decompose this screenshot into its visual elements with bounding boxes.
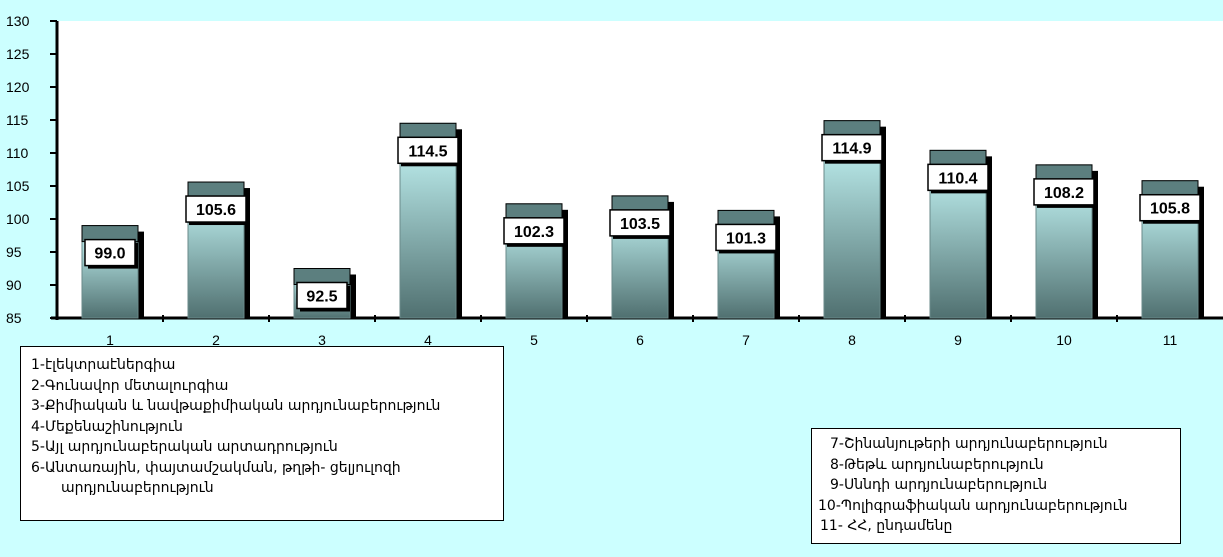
data-label-box xyxy=(397,136,459,165)
x-tick-label: 11 xyxy=(1163,332,1178,348)
data-label: 110.4 xyxy=(938,170,977,187)
legend-item: 4-Մեքենաշինություն xyxy=(31,418,183,435)
data-label-box xyxy=(1033,178,1095,206)
data-label-box xyxy=(1139,193,1201,222)
data-label: 103.5 xyxy=(620,216,660,233)
x-tick-label: 2 xyxy=(212,332,220,348)
y-tick-label: 85 xyxy=(6,310,22,326)
data-label-box xyxy=(296,281,348,310)
data-label-box xyxy=(715,223,777,252)
data-label-box xyxy=(927,163,989,192)
legend-item: 6-Անտառային, փայտամշակման, թղթի- ցելյուլ… xyxy=(31,459,401,476)
x-tick-label: 5 xyxy=(530,332,538,348)
data-label-box xyxy=(503,217,565,245)
y-tick-label: 130 xyxy=(6,13,30,29)
x-tick-label: 3 xyxy=(318,332,326,348)
legend-item: 8-Թեթև արդյունաբերություն xyxy=(830,456,1044,473)
x-tick-label: 7 xyxy=(742,332,750,348)
legend-item: 10-Պոլիգրաֆիական արդյունաբերություն xyxy=(818,497,1128,514)
data-label: 114.9 xyxy=(832,141,871,158)
y-tick-label: 100 xyxy=(6,211,30,227)
data-label: 92.5 xyxy=(306,289,337,306)
x-tick-label: 9 xyxy=(954,332,962,348)
legend-item: արդյունաբերություն xyxy=(61,480,214,496)
y-tick-label: 115 xyxy=(6,112,29,128)
x-tick-label: 6 xyxy=(636,332,644,348)
legend-right: 7-Շինանյութերի արդյունաբերություն 8-Թեթև… xyxy=(811,428,1181,544)
x-tick-label: 8 xyxy=(848,332,856,348)
legend-item: 5-Այլ արդյունաբերական արտադրություն xyxy=(31,439,338,455)
y-tick-label: 125 xyxy=(6,46,30,62)
x-tick-label: 1 xyxy=(106,332,114,348)
x-tick-label: 4 xyxy=(424,332,432,348)
data-label: 101.3 xyxy=(726,230,766,247)
data-label-box xyxy=(609,209,671,237)
y-tick-label: 90 xyxy=(6,277,22,293)
legend-item: 9-Սննդի արդյունաբերություն xyxy=(830,477,1048,493)
legend-left: 1-էլեկտրաէներգիա 2-Գունավոր մետալուրգիա … xyxy=(20,346,504,521)
y-tick-label: 120 xyxy=(6,79,30,95)
y-tick-label: 105 xyxy=(6,178,30,194)
data-label: 114.5 xyxy=(408,143,447,160)
data-label: 99.0 xyxy=(94,246,125,263)
y-tick-label: 110 xyxy=(6,145,29,161)
data-label: 105.8 xyxy=(1150,201,1190,218)
data-label-box xyxy=(821,133,883,162)
legend-item: 3-Քիմիական և նավթաքիմիական արդյունաբերու… xyxy=(31,398,441,414)
legend-item: 11- ՀՀ, ընդամենը xyxy=(820,518,953,534)
data-label-box xyxy=(185,195,247,223)
data-label: 108.2 xyxy=(1044,185,1084,202)
y-tick-label: 95 xyxy=(6,244,22,260)
legend-item: 1-էլեկտրաէներգիա xyxy=(31,357,176,373)
legend-item: 2-Գունավոր մետալուրգիա xyxy=(31,377,229,394)
x-tick-label: 10 xyxy=(1056,332,1072,348)
data-label: 105.6 xyxy=(196,202,236,219)
data-label: 102.3 xyxy=(514,224,554,241)
legend-item: 7-Շինանյութերի արդյունաբերություն xyxy=(830,436,1108,452)
data-label-box xyxy=(84,238,136,267)
